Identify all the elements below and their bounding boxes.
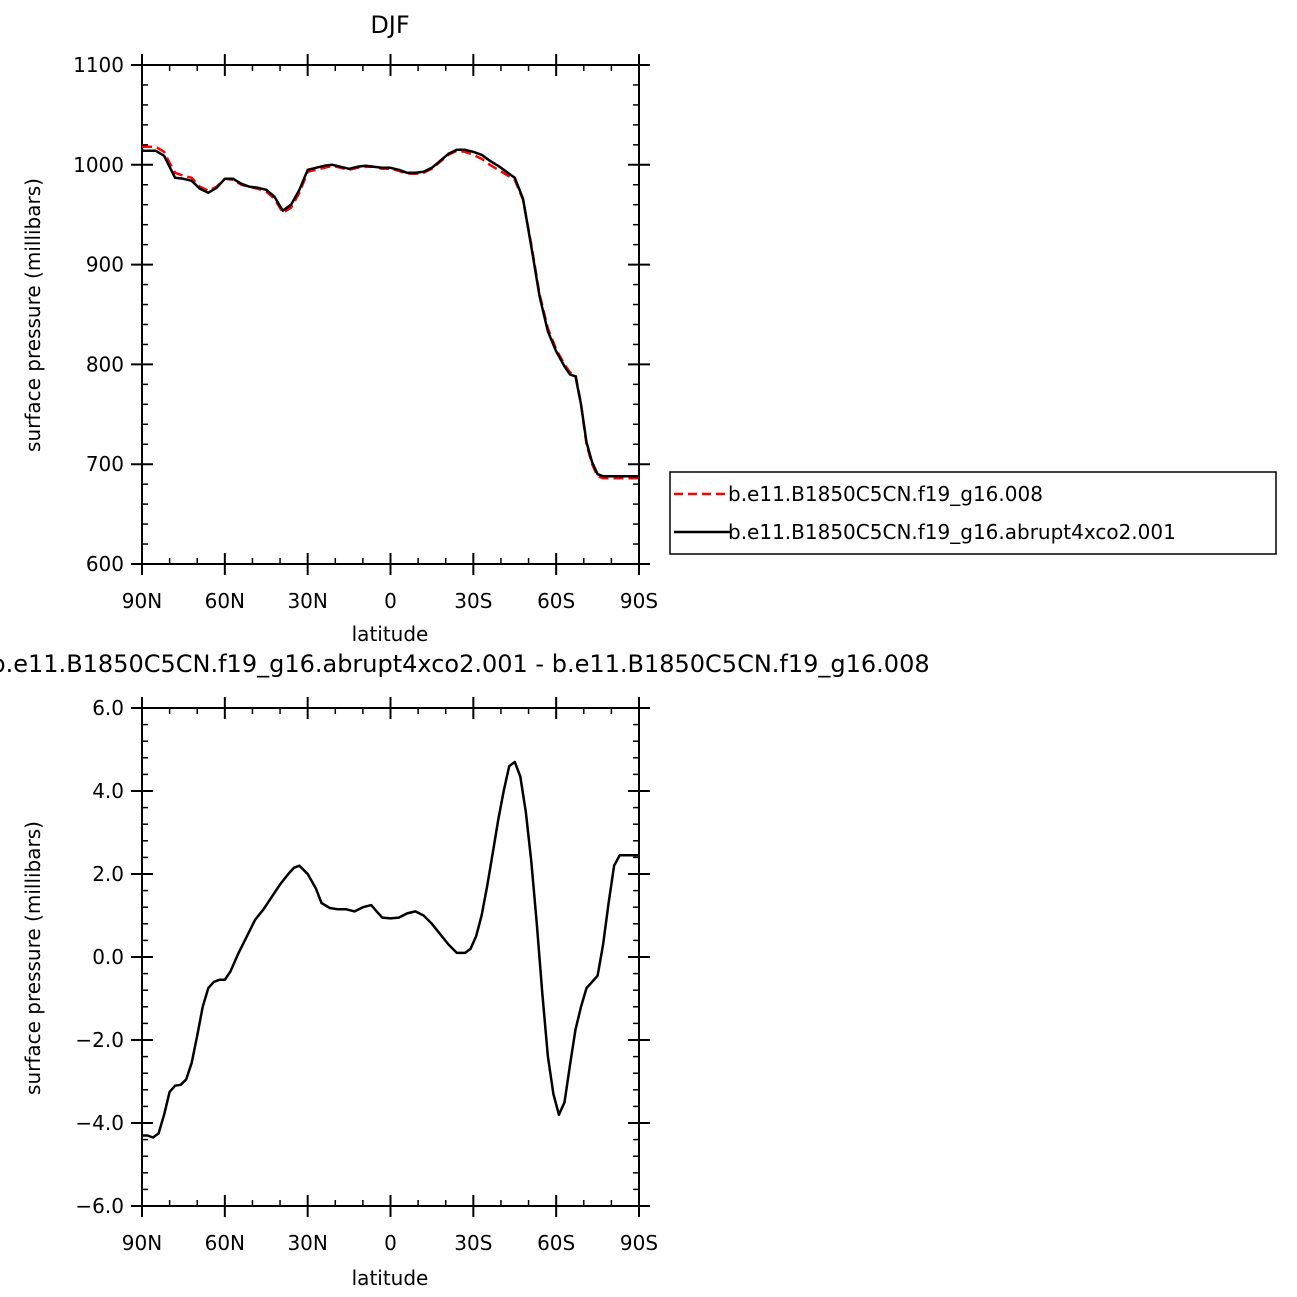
top-y-tick-label: 700 bbox=[86, 452, 124, 476]
bottom-y-tick-label: −4.0 bbox=[75, 1111, 124, 1135]
bottom-x-tick-label: 60N bbox=[205, 1231, 245, 1255]
top-ticks: 90N 60N 30N 0 30S 60S 90S 600 700 800 900 1000 1100 bbox=[73, 53, 658, 613]
legend-label-abrupt4xco2: b.e11.B1850C5CN.f19_g16.abrupt4xco2.001 bbox=[728, 520, 1176, 544]
bottom-x-tick-label: 90N bbox=[122, 1231, 162, 1255]
bottom-series-lines bbox=[142, 760, 639, 1139]
top-x-tick-label: 90N bbox=[122, 589, 162, 613]
top-x-tick-label: 60S bbox=[537, 589, 575, 613]
bottom-panel: b.e11.B1850C5CN.f19_g16.abrupt4xco2.001 … bbox=[0, 650, 930, 1290]
top-y-tick-label: 900 bbox=[86, 253, 124, 277]
top-y-tick-label: 1100 bbox=[73, 53, 124, 77]
top-series-lines bbox=[142, 145, 639, 480]
bottom-y-tick-label: −6.0 bbox=[75, 1194, 124, 1218]
top-title: DJF bbox=[370, 11, 409, 39]
top-x-tick-label: 30S bbox=[454, 589, 492, 613]
bottom-x-tick-label: 90S bbox=[620, 1231, 658, 1255]
bottom-x-tick-label: 30N bbox=[287, 1231, 327, 1255]
top-plot-frame bbox=[141, 64, 640, 565]
top-x-tick-label: 0 bbox=[384, 589, 397, 613]
bottom-ylabel: surface pressure (millibars) bbox=[21, 821, 45, 1095]
top-xlabel: latitude bbox=[352, 622, 429, 646]
bottom-y-tick-label: 0.0 bbox=[92, 945, 124, 969]
bottom-y-tick-label: 2.0 bbox=[92, 862, 124, 886]
top-x-tick-label: 30N bbox=[287, 589, 327, 613]
bottom-x-tick-label: 30S bbox=[454, 1231, 492, 1255]
top-x-tick-label: 90S bbox=[620, 589, 658, 613]
top-series-line-0 bbox=[142, 145, 639, 480]
top-series-line-1 bbox=[142, 148, 639, 478]
bottom-plot-frame bbox=[141, 707, 640, 1207]
bottom-y-tick-label: 6.0 bbox=[92, 696, 124, 720]
top-x-tick-label: 60N bbox=[205, 589, 245, 613]
bottom-y-tick-label: −2.0 bbox=[75, 1028, 124, 1052]
top-ylabel: surface pressure (millibars) bbox=[21, 178, 45, 452]
top-y-tick-label: 600 bbox=[86, 552, 124, 576]
legend: b.e11.B1850C5CN.f19_g16.008 b.e11.B1850C… bbox=[669, 471, 1277, 555]
bottom-ticks: 90N 60N 30N 0 30S 60S 90S −6.0 −4.0 −2.0 0.0 2.0 4.0… bbox=[75, 696, 658, 1255]
bottom-xlabel: latitude bbox=[352, 1266, 429, 1290]
top-y-tick-label: 800 bbox=[86, 352, 124, 376]
legend-box bbox=[669, 471, 1277, 555]
legend-label-control: b.e11.B1850C5CN.f19_g16.008 bbox=[728, 482, 1043, 506]
bottom-series-line-0 bbox=[142, 760, 639, 1139]
top-panel: DJF 90N 60N 30N 0 30S 60S 90S 600 700 800 900 1000 1… bbox=[21, 11, 658, 646]
bottom-y-tick-label: 4.0 bbox=[92, 779, 124, 803]
bottom-x-tick-label: 60S bbox=[537, 1231, 575, 1255]
top-y-tick-label: 1000 bbox=[73, 153, 124, 177]
bottom-title: b.e11.B1850C5CN.f19_g16.abrupt4xco2.001 … bbox=[0, 650, 930, 678]
bottom-x-tick-label: 0 bbox=[384, 1231, 397, 1255]
